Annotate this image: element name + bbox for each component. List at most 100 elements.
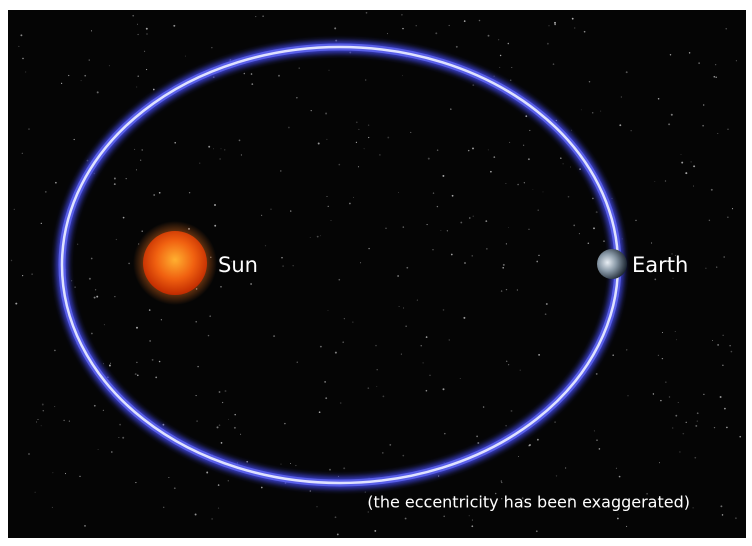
star — [731, 351, 733, 353]
star — [659, 462, 660, 463]
star — [490, 171, 492, 173]
star — [676, 339, 677, 340]
star — [91, 30, 92, 31]
star — [554, 24, 556, 26]
star — [717, 344, 719, 346]
star — [214, 204, 216, 206]
star — [234, 414, 236, 416]
star — [600, 111, 601, 112]
star — [324, 381, 326, 383]
star — [716, 266, 717, 267]
star — [593, 227, 595, 229]
star — [109, 365, 111, 367]
star — [472, 84, 474, 86]
star — [702, 125, 704, 127]
star — [366, 12, 368, 14]
star — [449, 25, 450, 26]
star — [262, 15, 264, 17]
star — [502, 267, 504, 269]
star — [724, 408, 726, 410]
star — [693, 186, 694, 187]
star — [38, 419, 39, 420]
star — [195, 514, 197, 516]
star — [432, 249, 433, 250]
star — [401, 14, 403, 16]
star — [251, 73, 253, 75]
star — [596, 211, 598, 213]
star — [571, 130, 572, 131]
star — [144, 51, 145, 52]
star — [520, 370, 521, 371]
star — [356, 121, 358, 123]
star — [87, 160, 89, 162]
star — [319, 411, 321, 413]
star — [65, 473, 66, 474]
star — [352, 322, 353, 323]
star — [402, 455, 404, 457]
star — [406, 326, 407, 327]
star — [103, 410, 104, 411]
star — [460, 222, 462, 224]
star — [437, 206, 438, 207]
star — [662, 358, 663, 359]
star — [565, 467, 566, 468]
star — [77, 244, 78, 245]
star — [619, 124, 621, 126]
star — [548, 25, 549, 26]
star — [518, 456, 519, 457]
star — [149, 340, 150, 341]
star — [723, 256, 725, 258]
star — [402, 75, 403, 76]
star — [654, 279, 656, 281]
star — [438, 475, 439, 476]
star — [81, 80, 82, 81]
star — [589, 81, 590, 82]
star — [517, 184, 519, 186]
star — [435, 32, 437, 34]
star — [208, 146, 210, 148]
star — [525, 115, 527, 117]
star — [221, 442, 223, 444]
star — [365, 492, 366, 493]
star — [209, 315, 211, 317]
star — [261, 215, 262, 216]
star — [678, 402, 679, 403]
star — [220, 286, 222, 288]
star — [509, 142, 510, 143]
star — [55, 182, 57, 184]
star — [427, 224, 428, 225]
star — [626, 71, 628, 73]
star — [71, 280, 72, 281]
star — [153, 89, 155, 91]
star — [508, 364, 509, 365]
star — [612, 198, 613, 199]
star — [356, 142, 357, 143]
star — [675, 331, 676, 332]
star — [334, 27, 336, 29]
star — [538, 210, 539, 211]
star — [472, 520, 473, 521]
star — [635, 220, 636, 221]
star — [228, 480, 229, 481]
star — [290, 463, 291, 464]
star — [189, 192, 190, 193]
star — [679, 451, 680, 452]
star — [45, 191, 47, 193]
star — [665, 180, 666, 181]
star — [537, 439, 539, 441]
star — [293, 265, 294, 266]
star — [219, 391, 221, 393]
star — [278, 75, 280, 77]
star — [217, 426, 219, 428]
star — [295, 465, 296, 466]
star — [573, 225, 575, 227]
star — [63, 420, 64, 421]
star — [433, 192, 434, 193]
star — [140, 160, 141, 161]
star — [119, 424, 121, 426]
star — [469, 217, 470, 218]
star — [310, 490, 312, 492]
star — [553, 63, 555, 65]
star — [426, 336, 428, 338]
star — [616, 468, 617, 469]
